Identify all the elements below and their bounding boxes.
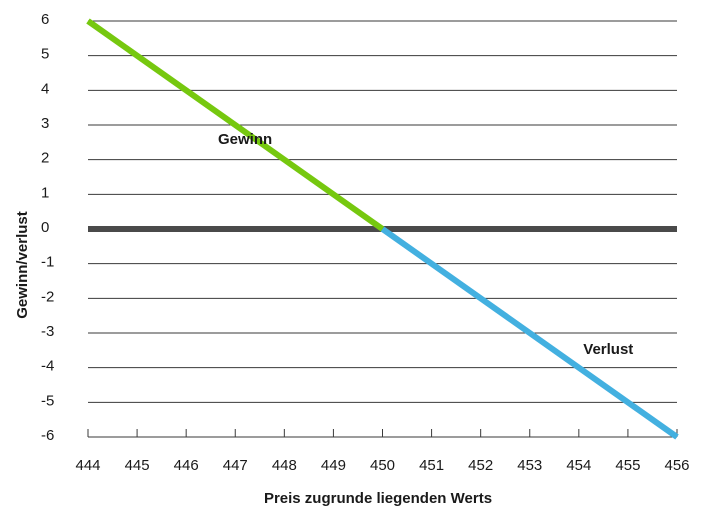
x-tick-label: 449 [321, 457, 346, 474]
profit-label: Gewinn [218, 131, 272, 148]
y-tick-label: -1 [41, 254, 54, 271]
series-lines [86, 18, 679, 440]
loss-line [380, 226, 679, 440]
y-tick-label: -4 [41, 358, 54, 375]
y-tick-label: 0 [41, 219, 49, 236]
y-tick-label: -2 [41, 288, 54, 305]
x-tick-label: 455 [615, 457, 640, 474]
x-tick-label: 454 [566, 457, 591, 474]
x-tick-label: 450 [370, 457, 395, 474]
x-tick-label: 456 [664, 457, 689, 474]
profit-line [86, 18, 385, 232]
x-tick-label: 445 [125, 457, 150, 474]
x-axis-title: Preis zugrunde liegenden Werts [264, 490, 492, 507]
y-tick-label: 1 [41, 184, 49, 201]
x-tick-label: 451 [419, 457, 444, 474]
x-tick-label: 447 [223, 457, 248, 474]
x-tick-label: 448 [272, 457, 297, 474]
y-tick-label: -6 [41, 427, 54, 444]
y-axis-ticks: 6 5 4 3 2 1 0 -1 -2 -3 -4 -5 -6 [41, 11, 54, 444]
x-tick-label: 444 [75, 457, 100, 474]
y-tick-label: 4 [41, 80, 49, 97]
x-tick-label: 453 [517, 457, 542, 474]
y-axis-title: Gewinn/verlust [14, 211, 31, 319]
y-tick-label: 6 [41, 11, 49, 28]
x-tick-label: 446 [174, 457, 199, 474]
x-axis: 444 445 446 447 448 449 450 451 452 453 454 455 456 [75, 429, 690, 474]
y-tick-label: -3 [41, 323, 54, 340]
y-tick-label: 2 [41, 150, 49, 167]
y-tick-label: -5 [41, 392, 54, 409]
y-tick-label: 5 [41, 46, 49, 63]
y-tick-label: 3 [41, 115, 49, 132]
loss-label: Verlust [583, 341, 633, 358]
x-tick-label: 452 [468, 457, 493, 474]
annotations: Gewinn Verlust [218, 131, 633, 358]
